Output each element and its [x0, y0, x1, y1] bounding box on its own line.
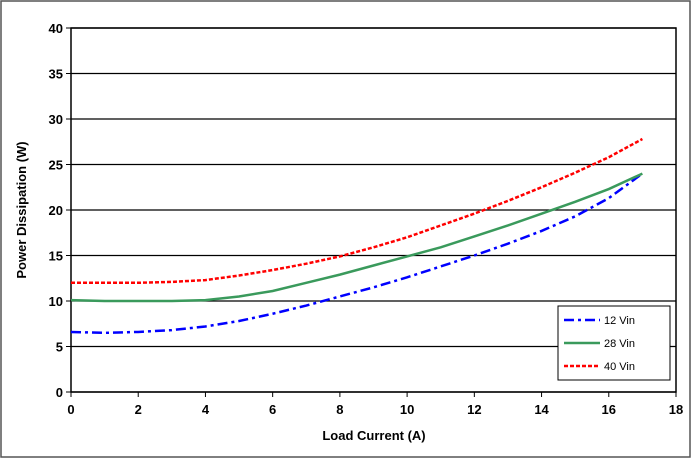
series-line	[70, 172, 643, 303]
y-tick-label: 10	[49, 294, 63, 309]
y-tick-label: 40	[49, 21, 63, 36]
legend-label: 28 Vin	[604, 338, 635, 350]
y-axis-title: Power Dissipation (W)	[14, 141, 29, 278]
y-tick-label: 20	[49, 203, 63, 218]
x-tick-label: 10	[400, 402, 414, 417]
x-tick-label: 12	[467, 402, 481, 417]
series-line	[71, 137, 643, 285]
legend-label: 12 Vin	[604, 315, 635, 327]
x-tick-label: 18	[669, 402, 683, 417]
x-tick-label: 16	[602, 402, 616, 417]
x-tick-label: 2	[135, 402, 142, 417]
y-tick-label: 5	[56, 340, 63, 355]
x-tick-label: 8	[336, 402, 343, 417]
x-tick-label: 4	[202, 402, 210, 417]
series-line	[70, 172, 644, 335]
legend-label: 40 Vin	[604, 361, 635, 373]
x-axis-title: Load Current (A)	[322, 428, 425, 443]
x-tick-label: 0	[67, 402, 74, 417]
y-tick-label: 30	[49, 112, 63, 127]
y-tick-label: 35	[49, 67, 63, 82]
y-tick-label: 15	[49, 249, 63, 264]
y-tick-label: 25	[49, 158, 63, 173]
y-tick-label: 0	[56, 385, 63, 400]
x-tick-label: 14	[534, 402, 549, 417]
x-tick-label: 6	[269, 402, 276, 417]
